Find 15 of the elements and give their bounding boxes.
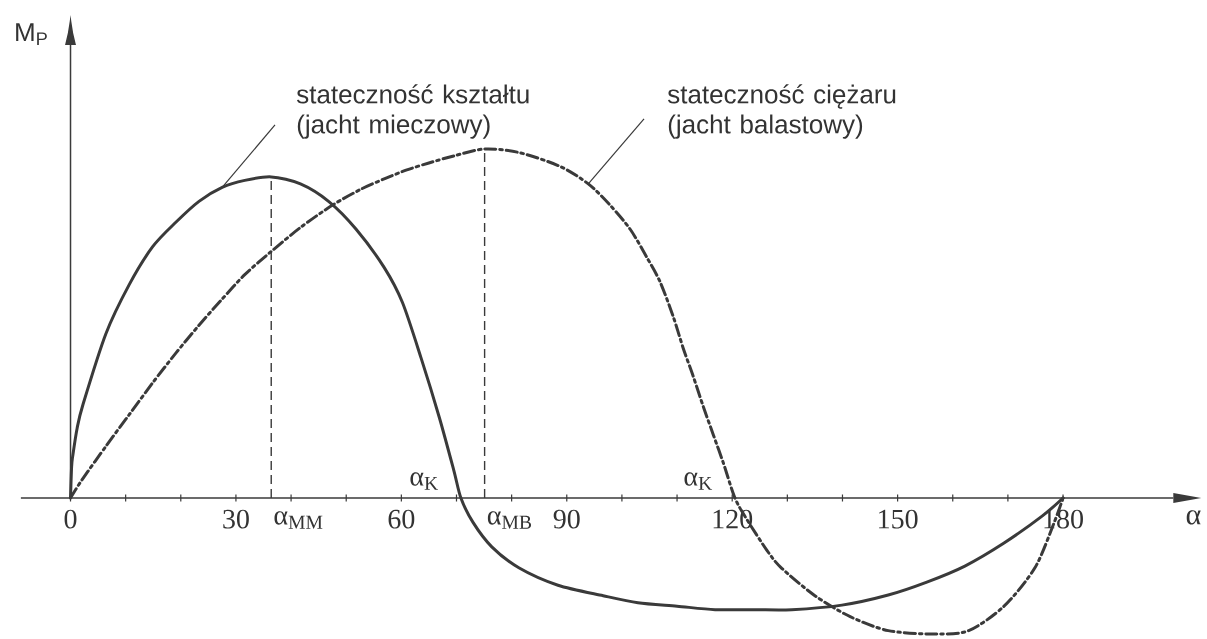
x-tick-label: 30 (223, 509, 249, 529)
x-axis-title: α (1186, 510, 1201, 525)
x-tick-label: 120 (713, 509, 753, 529)
ref-line-label: α$_{MB}$ (487, 511, 532, 529)
annotation: α$_{K}$ (410, 472, 439, 490)
x-tick-label: 180 (1044, 509, 1083, 529)
x-tick-label: 60 (388, 509, 415, 529)
x-tick-label: 150 (879, 509, 918, 529)
text: stateczność ciężaru (jacht balastowy) (667, 84, 896, 139)
annotation: α$_{K}$ (684, 472, 713, 490)
x-tick-label: 0 (64, 509, 77, 529)
ref-line-label: α$_{MM}$ (274, 511, 323, 529)
series-label: stateczność kształtu (jacht mieczowy) (296, 84, 529, 139)
x-tick-label: 90 (553, 509, 580, 529)
y-axis-title: M$_{P}$ (16, 23, 47, 45)
